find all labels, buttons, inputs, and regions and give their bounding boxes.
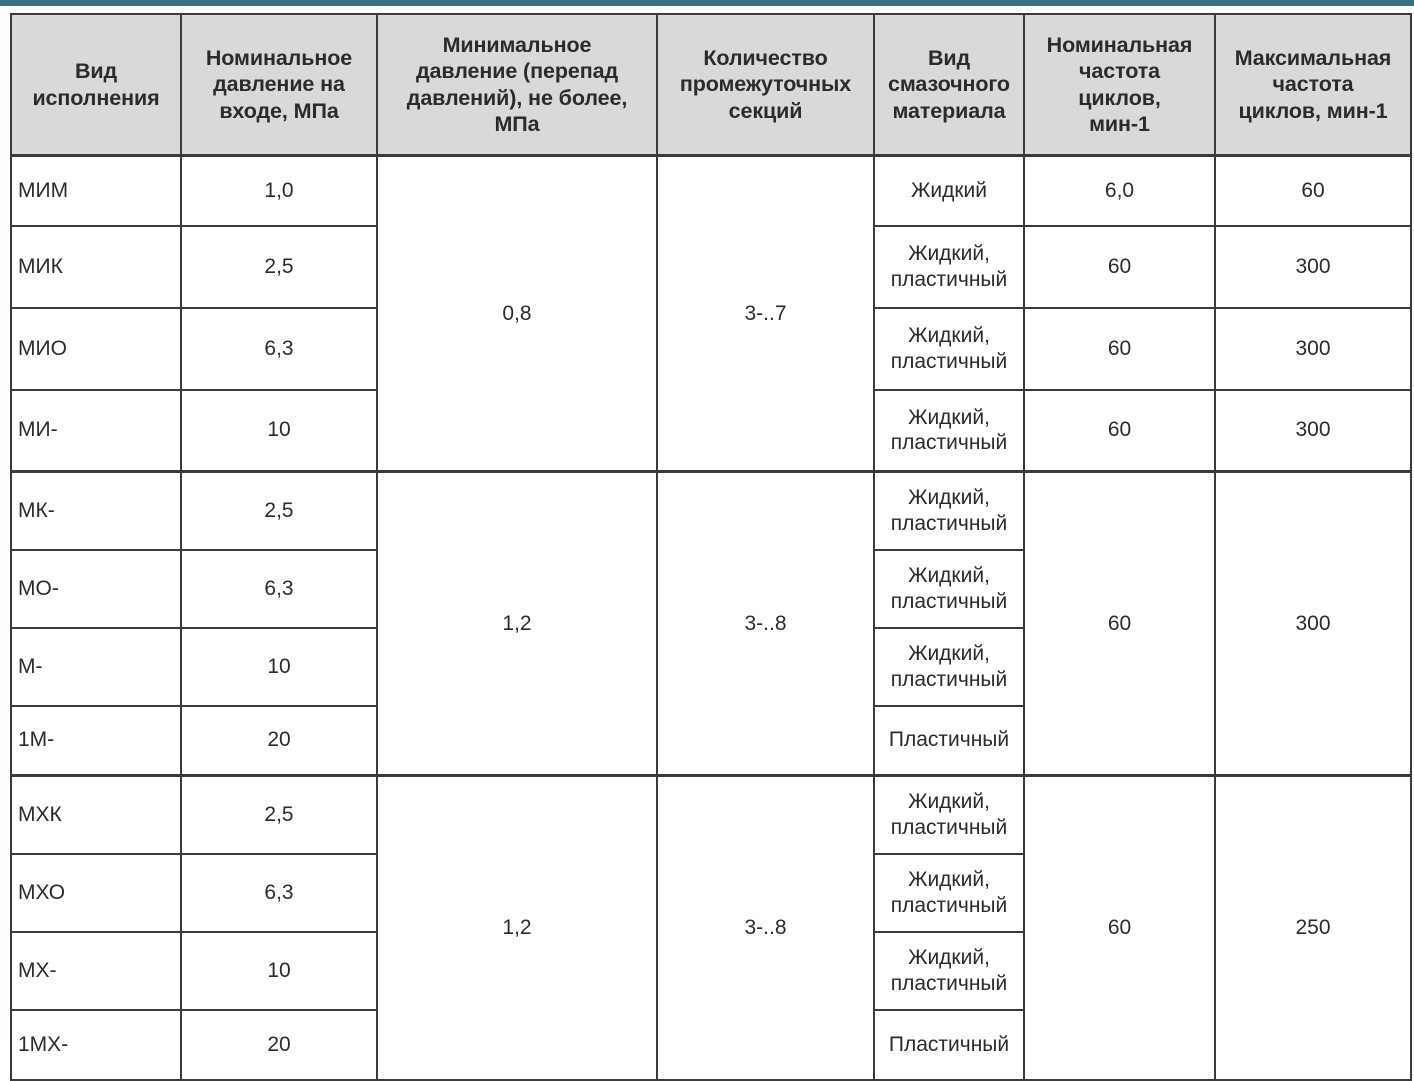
- table-row: МИО 6,3 Жидкий, пластичный 60 300: [10, 306, 1412, 391]
- table-row: 1М- 20 Пластичный: [10, 704, 1411, 777]
- column-header-maksimalnaya-chastota: Максимальная частота циклов, мин-1: [1214, 13, 1412, 157]
- cell-type: МХК: [10, 774, 182, 855]
- table-row: МИМ 1,0 0,8 3-..7 Жидкий 6,0 60: [10, 154, 1412, 473]
- cell-nominal-freq: 60: [1023, 774, 1216, 1081]
- cell-nominal-freq: 60: [1023, 224, 1216, 309]
- table-row: МИК 2,5 Жидкий, пластичный 60 300: [10, 224, 1412, 309]
- cell-lubricant: Жидкий: [873, 154, 1025, 227]
- cell-max-freq: 300: [1214, 470, 1412, 777]
- cell-max-freq: 250: [1214, 774, 1412, 1081]
- cell-min-pressure: 0,8: [376, 154, 658, 473]
- cell-type: МИО: [10, 306, 182, 391]
- cell-inlet-pressure: 1,0: [180, 154, 378, 227]
- cell-type: МК-: [10, 470, 182, 551]
- cell-lubricant: Жидкий, пластичный: [873, 224, 1025, 309]
- cell-lubricant: Жидкий, пластичный: [873, 852, 1025, 933]
- cell-lubricant: Жидкий, пластичный: [873, 548, 1025, 629]
- table-row: МИ- 10 Жидкий, пластичный 60 300: [10, 388, 1412, 473]
- cell-nominal-freq: 60: [1023, 306, 1216, 391]
- column-header-nominalnoe-davlenie: Номинальное давление на входе, МПа: [180, 13, 378, 157]
- page-canvas: Вид исполнения Номинальное давление на вход…: [0, 6, 1414, 1081]
- cell-type: МИМ: [10, 154, 182, 227]
- column-header-vid-ispolneniya: Вид исполнения: [10, 13, 182, 157]
- cell-inlet-pressure: 2,5: [180, 470, 378, 551]
- cell-max-freq: 300: [1214, 224, 1412, 309]
- cell-inlet-pressure: 10: [180, 626, 378, 707]
- cell-lubricant: Пластичный: [873, 1008, 1025, 1081]
- cell-inlet-pressure: 6,3: [180, 548, 378, 629]
- table-row: М- 10 Жидкий, пластичный: [10, 626, 1411, 707]
- cell-type: МО-: [10, 548, 182, 629]
- table-row: МО- 6,3 Жидкий, пластичный: [10, 548, 1411, 629]
- table-header: Вид исполнения Номинальное давление на вход…: [10, 13, 1412, 157]
- top-accent-bar: [0, 0, 1414, 6]
- cell-lubricant: Жидкий, пластичный: [873, 774, 1025, 855]
- cell-type: МХО: [10, 852, 182, 933]
- cell-inlet-pressure: 6,3: [180, 306, 378, 391]
- cell-lubricant: Жидкий, пластичный: [873, 388, 1025, 473]
- column-header-kolichestvo-sekciy: Количество промежуточных секций: [656, 13, 875, 157]
- table-row: МХ- 10 Жидкий, пластичный: [10, 930, 1411, 1011]
- cell-nominal-freq: 60: [1023, 470, 1216, 777]
- cell-nominal-freq: 60: [1023, 388, 1216, 473]
- cell-sections: 3-..8: [656, 470, 875, 777]
- cell-type: МИК: [10, 224, 182, 309]
- cell-inlet-pressure: 20: [180, 1008, 378, 1081]
- cell-inlet-pressure: 2,5: [180, 774, 378, 855]
- column-header-nominalnaya-chastota: Номинальная частота циклов, мин-1: [1023, 13, 1216, 157]
- cell-min-pressure: 1,2: [376, 774, 658, 1081]
- cell-sections: 3-..7: [656, 154, 875, 473]
- table-row: МХК 2,5 1,2 3-..8 Жидкий, пластичный 60 2…: [10, 774, 1412, 1081]
- column-header-vid-smazochnogo: Вид смазочного материала: [873, 13, 1025, 157]
- cell-max-freq: 300: [1214, 388, 1412, 473]
- cell-lubricant: Жидкий, пластичный: [873, 930, 1025, 1011]
- cell-type: МИ-: [10, 388, 182, 473]
- cell-lubricant: Жидкий, пластичный: [873, 306, 1025, 391]
- cell-inlet-pressure: 10: [180, 388, 378, 473]
- cell-lubricant: Жидкий, пластичный: [873, 626, 1025, 707]
- cell-inlet-pressure: 2,5: [180, 224, 378, 309]
- table-row: МХО 6,3 Жидкий, пластичный: [10, 852, 1411, 933]
- cell-max-freq: 300: [1214, 306, 1412, 391]
- column-header-minimalnoe-davlenie: Минимальное давление (перепад давлений), н…: [376, 13, 658, 157]
- cell-min-pressure: 1,2: [376, 470, 658, 777]
- cell-max-freq: 60: [1214, 154, 1412, 227]
- cell-lubricant: Пластичный: [873, 704, 1025, 777]
- cell-type: М-: [10, 626, 182, 707]
- cell-type: МХ-: [10, 930, 182, 1011]
- specification-table: Вид исполнения Номинальное давление на вход…: [10, 13, 1412, 1081]
- cell-inlet-pressure: 10: [180, 930, 378, 1011]
- cell-sections: 3-..8: [656, 774, 875, 1081]
- table-body: МИМ 1,0 0,8 3-..7 Жидкий 6,0 60 МИК 2,5 …: [10, 154, 1412, 1081]
- header-row: Вид исполнения Номинальное давление на вход…: [10, 13, 1412, 157]
- cell-inlet-pressure: 20: [180, 704, 378, 777]
- cell-inlet-pressure: 6,3: [180, 852, 378, 933]
- cell-type: 1МХ-: [10, 1008, 182, 1081]
- cell-type: 1М-: [10, 704, 182, 777]
- cell-lubricant: Жидкий, пластичный: [873, 470, 1025, 551]
- cell-nominal-freq: 6,0: [1023, 154, 1216, 227]
- table-row: МК- 2,5 1,2 3-..8 Жидкий, пластичный 60 3…: [10, 470, 1412, 777]
